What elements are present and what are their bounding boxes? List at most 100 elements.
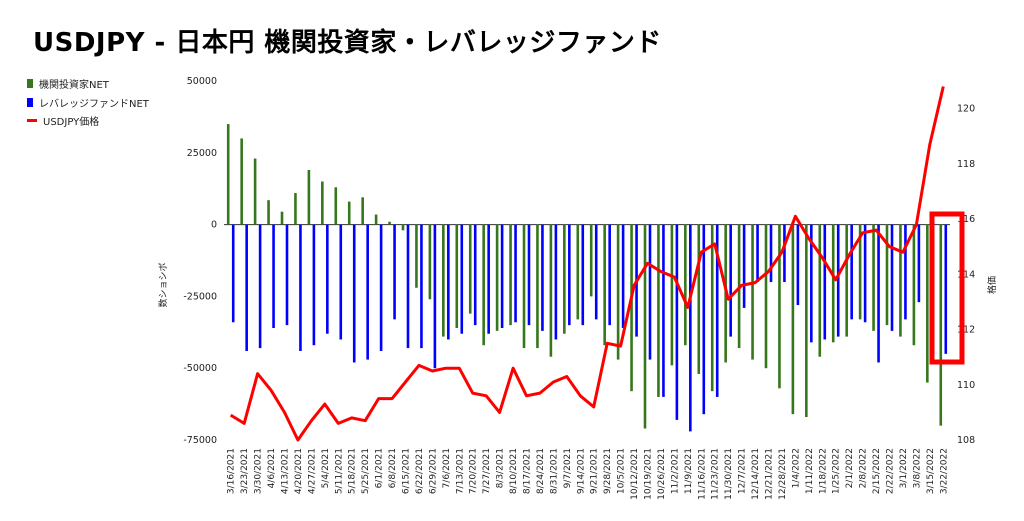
bar-leveraged bbox=[810, 224, 813, 343]
x-tick-label: 4/6/2021 bbox=[267, 448, 277, 488]
y-tick-left: -75000 bbox=[183, 435, 217, 446]
bar-institutional bbox=[589, 224, 593, 297]
bar-institutional bbox=[468, 224, 472, 314]
bars-leveraged bbox=[231, 224, 948, 432]
bar-leveraged bbox=[366, 224, 369, 360]
x-tick-label: 8/3/2021 bbox=[496, 448, 506, 488]
y-tick-right: 120 bbox=[957, 104, 975, 115]
bar-leveraged bbox=[258, 224, 262, 349]
bar-leveraged bbox=[554, 224, 558, 340]
price-line bbox=[229, 86, 945, 442]
bars-institutional bbox=[226, 124, 943, 429]
bar-institutional bbox=[885, 224, 889, 326]
bar-institutional bbox=[710, 224, 714, 392]
x-tick-label: 6/15/2021 bbox=[402, 448, 412, 494]
x-tick-label: 7/13/2021 bbox=[455, 448, 465, 494]
bar-institutional bbox=[442, 224, 445, 337]
bar-leveraged bbox=[621, 224, 625, 328]
bar-institutional bbox=[549, 224, 553, 357]
x-tick-label: 7/27/2021 bbox=[482, 448, 492, 494]
bar-leveraged bbox=[352, 224, 356, 363]
y-axis-right-label: 格価 bbox=[986, 276, 998, 294]
x-tick-label: 5/25/2021 bbox=[361, 448, 371, 494]
bar-leveraged bbox=[379, 224, 383, 351]
bar-leveraged bbox=[863, 224, 867, 323]
x-tick-label: 2/22/2022 bbox=[886, 448, 896, 494]
bar-leveraged bbox=[594, 224, 598, 320]
bar-institutional bbox=[495, 224, 499, 331]
bar-institutional bbox=[899, 224, 902, 337]
x-tick-label: 11/23/2021 bbox=[711, 448, 721, 500]
bar-institutional bbox=[872, 224, 875, 331]
bar-leveraged bbox=[326, 224, 329, 334]
x-tick-label: 3/16/2021 bbox=[227, 448, 237, 494]
bar-institutional bbox=[347, 201, 351, 225]
y-tick-right: 114 bbox=[957, 269, 975, 280]
y-tick-left: -25000 bbox=[183, 291, 217, 302]
bar-leveraged bbox=[581, 224, 585, 326]
x-tick-label: 5/18/2021 bbox=[348, 448, 358, 494]
bar-institutional bbox=[240, 138, 243, 225]
bar-institutional bbox=[334, 187, 338, 225]
x-tick-label: 8/31/2021 bbox=[549, 448, 559, 494]
bar-leveraged bbox=[648, 224, 652, 360]
bar-institutional bbox=[643, 224, 647, 429]
x-tick-label: 12/28/2021 bbox=[778, 448, 788, 500]
bar-leveraged bbox=[796, 224, 800, 306]
legend-label-institutional: 機関投資家NET bbox=[39, 79, 109, 91]
bar-leveraged bbox=[500, 224, 504, 328]
x-tick-label: 10/5/2021 bbox=[617, 448, 627, 494]
bar-leveraged bbox=[944, 224, 948, 354]
bar-leveraged bbox=[245, 224, 248, 351]
x-tick-label: 3/15/2022 bbox=[926, 448, 936, 494]
bar-institutional bbox=[831, 224, 835, 343]
x-tick-label: 11/30/2021 bbox=[724, 448, 734, 500]
legend-swatch-price bbox=[27, 118, 37, 122]
bar-institutional bbox=[455, 224, 459, 328]
bar-leveraged bbox=[769, 224, 773, 283]
bar-institutional bbox=[764, 224, 768, 369]
bar-leveraged bbox=[514, 224, 517, 323]
bar-leveraged bbox=[675, 224, 679, 420]
bar-institutional bbox=[294, 193, 297, 225]
x-tick-label: 1/18/2022 bbox=[818, 448, 828, 494]
x-tick-label: 6/29/2021 bbox=[428, 448, 438, 494]
bar-institutional bbox=[253, 158, 257, 225]
bar-institutional bbox=[280, 211, 284, 225]
bar-institutional bbox=[751, 224, 754, 360]
x-tick-label: 9/7/2021 bbox=[563, 448, 573, 488]
chart-title: USDJPY - 日本円 機関投資家・レバレッジファンド bbox=[33, 28, 662, 58]
y-tick-right: 118 bbox=[957, 159, 975, 170]
x-tick-label: 4/13/2021 bbox=[281, 448, 291, 494]
bar-leveraged bbox=[689, 224, 692, 432]
y-tick-left: 50000 bbox=[187, 76, 217, 87]
x-tick-label: 4/27/2021 bbox=[307, 448, 317, 494]
bar-institutional bbox=[374, 214, 378, 225]
bar-institutional bbox=[576, 224, 580, 320]
x-tick-label: 6/1/2021 bbox=[375, 448, 385, 488]
bar-leveraged bbox=[272, 224, 275, 328]
bar-leveraged bbox=[460, 224, 464, 334]
x-tick-label: 10/12/2021 bbox=[630, 448, 640, 500]
x-tick-label: 6/22/2021 bbox=[415, 448, 425, 494]
y-axis-right: 120 118 116 114 112 110 108 bbox=[957, 104, 975, 446]
bar-institutional bbox=[267, 200, 270, 225]
bar-institutional bbox=[670, 224, 674, 366]
bar-institutional bbox=[926, 224, 929, 383]
bar-institutional bbox=[536, 224, 539, 349]
bar-leveraged bbox=[729, 224, 732, 337]
x-tick-label: 3/30/2021 bbox=[254, 448, 264, 494]
x-tick-label: 11/2/2021 bbox=[670, 448, 680, 494]
bar-leveraged bbox=[541, 224, 544, 331]
x-tick-label: 12/14/2021 bbox=[751, 448, 761, 500]
x-tick-label: 6/8/2021 bbox=[388, 448, 398, 488]
legend-label-price: USDJPY価格 bbox=[43, 116, 100, 128]
price-line-layer bbox=[229, 86, 945, 442]
bar-institutional bbox=[307, 170, 311, 225]
x-tick-label: 8/17/2021 bbox=[523, 448, 533, 494]
x-tick-label: 2/15/2022 bbox=[872, 448, 882, 494]
bar-institutional bbox=[321, 181, 324, 225]
legend-swatch-leveraged bbox=[27, 97, 33, 107]
x-tick-label: 9/28/2021 bbox=[603, 448, 613, 494]
